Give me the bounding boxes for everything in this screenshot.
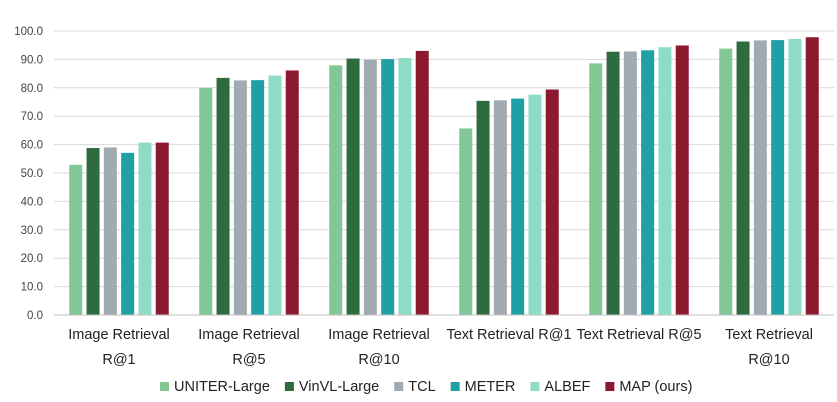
bar <box>476 100 490 315</box>
y-tick-label: 50.0 <box>21 168 43 180</box>
category-label: Image Retrieval <box>198 327 300 343</box>
bars <box>69 37 819 316</box>
bar <box>268 75 282 315</box>
bar <box>251 80 265 316</box>
legend-item: METER <box>450 379 516 395</box>
y-tick-label: 30.0 <box>21 225 43 237</box>
category-label: Text Retrieval R@1 <box>446 327 571 343</box>
legend-swatch <box>450 382 460 391</box>
series-3 <box>121 40 785 316</box>
legend-swatch <box>284 382 294 391</box>
bar <box>138 142 152 315</box>
y-tick-label: 100.0 <box>14 26 43 38</box>
bar <box>216 77 230 315</box>
bar <box>329 65 343 315</box>
series-4 <box>138 38 802 316</box>
category-label: R@1 <box>102 352 135 368</box>
gridlines <box>54 30 834 288</box>
y-tick-label: 40.0 <box>21 196 43 208</box>
legend-item: TCL <box>394 379 436 395</box>
legend-label: METER <box>465 379 516 395</box>
bar <box>155 142 169 315</box>
legend-label: MAP (ours) <box>619 379 692 395</box>
bar <box>736 41 750 316</box>
bar <box>528 94 542 315</box>
y-axis-ticks: 0.0 10.0 20.0 30.0 40.0 50.0 60.0 70.0 80.0 90.0 1… <box>14 26 43 322</box>
category-label: R@10 <box>748 352 789 368</box>
legend-label: ALBEF <box>544 379 590 395</box>
legend-swatch <box>605 382 615 391</box>
bar <box>103 147 117 315</box>
bar <box>589 63 603 315</box>
legend-label: UNITER-Large <box>174 379 270 395</box>
legend-swatch <box>394 382 404 391</box>
bar <box>69 164 83 315</box>
bar <box>86 148 100 315</box>
y-tick-label: 90.0 <box>21 54 43 66</box>
legend-label: VinVL-Large <box>299 379 379 395</box>
bar <box>493 100 507 316</box>
bar <box>199 87 213 315</box>
series-2 <box>103 40 767 316</box>
legend-label: TCL <box>408 379 435 395</box>
category-label: R@10 <box>358 352 399 368</box>
bar <box>805 37 819 316</box>
bar <box>285 70 299 315</box>
bar <box>606 51 620 316</box>
bar <box>675 45 689 315</box>
category-label: Image Retrieval <box>328 327 430 343</box>
bar <box>788 38 802 316</box>
legend-item: UNITER-Large <box>160 379 270 395</box>
category-label: R@5 <box>232 352 265 368</box>
legend-item: ALBEF <box>530 379 590 395</box>
bar <box>753 40 767 315</box>
bar <box>415 50 429 315</box>
legend-item: MAP (ours) <box>605 379 692 395</box>
series-0 <box>69 48 733 315</box>
category-label: Text Retrieval <box>725 327 813 343</box>
bar <box>658 47 672 316</box>
bar <box>545 89 559 315</box>
legend-swatch <box>530 382 540 391</box>
y-tick-label: 60.0 <box>21 140 43 152</box>
bar <box>121 152 135 315</box>
y-tick-label: 20.0 <box>21 253 43 265</box>
series-5 <box>155 37 819 316</box>
legend: UNITER-Large VinVL-Large TCL METER ALBEF MAP … <box>160 379 692 395</box>
bar <box>511 98 525 315</box>
bar <box>398 57 412 315</box>
bar <box>719 48 733 315</box>
bar <box>233 80 247 315</box>
bar <box>771 40 785 315</box>
bar <box>641 50 655 315</box>
y-tick-label: 80.0 <box>21 83 43 95</box>
x-axis-labels: Image Retrieval R@1 Image Retrieval R@5 Imag… <box>68 327 813 368</box>
bar <box>363 59 377 316</box>
category-label: Image Retrieval <box>68 327 170 343</box>
legend-item: VinVL-Large <box>284 379 379 395</box>
y-tick-label: 0.0 <box>27 310 43 322</box>
y-tick-label: 10.0 <box>21 282 43 294</box>
category-label: Text Retrieval R@5 <box>576 327 701 343</box>
bar <box>623 51 637 316</box>
bar <box>346 58 360 315</box>
y-tick-label: 70.0 <box>21 111 43 123</box>
legend-swatch <box>160 382 169 391</box>
bar <box>381 59 395 316</box>
series-1 <box>86 41 750 316</box>
bar <box>459 128 473 315</box>
